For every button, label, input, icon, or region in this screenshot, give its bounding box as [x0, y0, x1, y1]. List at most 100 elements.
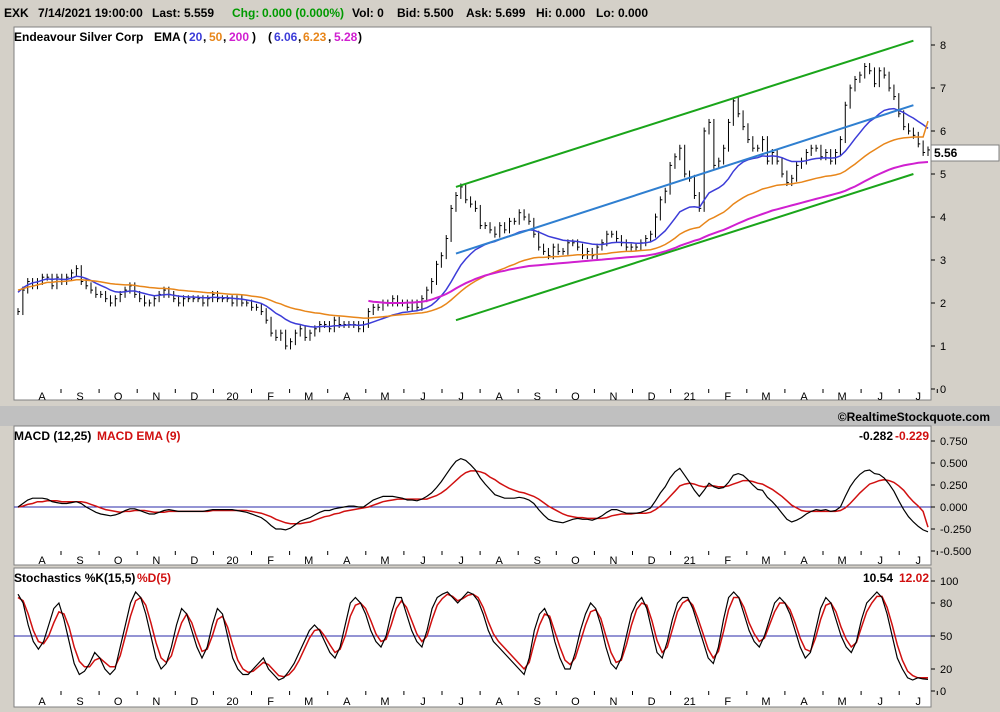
- stoch-k-value: 10.54: [863, 571, 893, 585]
- ema50-line: [17, 120, 929, 319]
- x-tick-label-17: 21: [684, 391, 696, 403]
- x-tick-label-20: A: [800, 555, 808, 567]
- stoch-title: Stochastics %K(15,5): [14, 571, 135, 585]
- x-tick-label-5: 20: [226, 696, 238, 708]
- stoch-d-value: 12.02: [899, 571, 929, 585]
- x-tick-label-22: J: [877, 696, 883, 708]
- x-tick-label-15: N: [610, 555, 618, 567]
- x-tick-label-19: M: [761, 391, 770, 403]
- x-tick-label-3: N: [152, 391, 160, 403]
- x-tick-label-13: S: [534, 696, 541, 708]
- x-tick-label-3: N: [152, 555, 160, 567]
- x-tick-label-23: J: [916, 555, 922, 567]
- price-y-tick-label-3: 3: [940, 255, 946, 267]
- x-tick-label-15: N: [610, 696, 618, 708]
- x-tick-label-7: M: [304, 555, 313, 567]
- last-price-box: [930, 144, 1000, 162]
- price-y-tick-label-0: 0: [940, 384, 946, 396]
- credit-strip: [0, 406, 1000, 426]
- stoch-y-tick-label-0: 100: [940, 576, 958, 588]
- ema-paren-close: ): [252, 30, 256, 44]
- x-tick-label-1: S: [76, 391, 83, 403]
- macd-line: [17, 457, 929, 533]
- macd-y-tick-label-4: -0.250: [940, 524, 971, 536]
- x-tick-label-18: F: [724, 555, 731, 567]
- x-tick-label-4: D: [190, 391, 198, 403]
- x-tick-label-21: M: [838, 555, 847, 567]
- x-tick-label-15: N: [610, 391, 618, 403]
- high: Hi: 0.000: [536, 6, 586, 20]
- x-tick-label-16: D: [648, 555, 656, 567]
- stoch-y-tick-label-1: 80: [940, 598, 952, 610]
- price-y-tick-label-4: 4: [940, 212, 946, 224]
- x-tick-label-11: J: [458, 555, 464, 567]
- low: Lo: 0.000: [596, 6, 649, 20]
- x-tick-label-18: F: [724, 391, 731, 403]
- x-tick-label-12: A: [496, 391, 504, 403]
- macd-y-tick-label-2: 0.250: [940, 480, 968, 492]
- volume: Vol: 0: [352, 6, 384, 20]
- ask: Ask: 5.699: [466, 6, 526, 20]
- quote-bar: EXK 7/14/2021 19:00:00 Last: 5.559 Chg: …: [0, 0, 1000, 26]
- x-tick-label-13: S: [534, 391, 541, 403]
- x-tick-label-23: J: [916, 696, 922, 708]
- last-price: Last: 5.559: [152, 6, 215, 20]
- x-tick-label-19: M: [761, 555, 770, 567]
- macd-marks: [14, 457, 931, 533]
- stoch-signal-title: %D(5): [137, 571, 171, 585]
- trendline-midline: [455, 104, 914, 255]
- price-y-tick-label-1: 1: [940, 341, 946, 353]
- x-tick-label-11: J: [458, 696, 464, 708]
- ema20-value: 6.06: [274, 30, 298, 44]
- ema-values-comma-1: ,: [298, 30, 301, 44]
- x-tick-label-12: A: [496, 696, 504, 708]
- x-tick-label-8: A: [343, 555, 351, 567]
- price-plot-area: [13, 26, 932, 401]
- credit-text: ©RealtimeStockquote.com: [838, 410, 990, 424]
- x-tick-label-21: M: [838, 696, 847, 708]
- x-tick-label-1: S: [76, 696, 83, 708]
- x-tick-label-7: M: [304, 391, 313, 403]
- ema200-period: 200: [229, 30, 249, 44]
- price-y-tick-label-8: 8: [940, 40, 946, 52]
- macd-y-tick-label-3: 0.000: [940, 502, 968, 514]
- x-tick-label-2: O: [114, 555, 123, 567]
- stoch-x-axis: A S O N D 20 F M A M J J A S O N D 21 F M A M J J: [38, 691, 938, 708]
- x-tick-label-18: F: [724, 696, 731, 708]
- x-tick-label-10: J: [420, 696, 426, 708]
- x-tick-label-17: 21: [684, 555, 696, 567]
- ema200-value: 5.28: [334, 30, 358, 44]
- ema50-period: 50: [209, 30, 223, 44]
- x-tick-label-16: D: [648, 391, 656, 403]
- stoch-plot-area: [13, 567, 932, 708]
- x-tick-label-6: F: [267, 555, 274, 567]
- x-tick-label-8: A: [343, 696, 351, 708]
- x-tick-label-21: M: [838, 391, 847, 403]
- x-tick-label-0: A: [38, 391, 46, 403]
- x-tick-label-7: M: [304, 696, 313, 708]
- macd-signal-value: -0.229: [895, 429, 929, 443]
- chart-canvas: 0 1 2 3 4 5 6 7 8 A S O N D 20 F M A M J J A S O N D 21 F M A M J J End…: [0, 26, 1000, 708]
- change-value: 0.000 (0.000%): [262, 6, 345, 20]
- ema200-line: [368, 161, 929, 304]
- stoch-y-axis: 100 80 50 20 0: [931, 576, 958, 698]
- trendline-channel-lower: [455, 173, 914, 322]
- x-tick-label-9: M: [380, 391, 389, 403]
- stoch-y-tick-label-3: 20: [940, 664, 952, 676]
- macd-y-tick-label-1: 0.500: [940, 458, 968, 470]
- company-name: Endeavour Silver Corp: [14, 30, 143, 44]
- ema-values-paren-open: (: [268, 30, 272, 44]
- x-tick-label-10: J: [420, 391, 426, 403]
- x-tick-label-20: A: [800, 391, 808, 403]
- last-price-label: 5.56: [934, 146, 958, 160]
- x-tick-label-22: J: [877, 555, 883, 567]
- price-x-axis: A S O N D 20 F M A M J J A S O N D 21 F M A M J J: [38, 389, 938, 403]
- x-tick-label-0: A: [38, 555, 46, 567]
- x-tick-label-17: 21: [684, 696, 696, 708]
- symbol: EXK: [4, 6, 29, 20]
- x-tick-label-9: M: [380, 696, 389, 708]
- macd-signal-line: [17, 470, 929, 528]
- x-tick-label-1: S: [76, 555, 83, 567]
- x-tick-label-2: O: [114, 696, 123, 708]
